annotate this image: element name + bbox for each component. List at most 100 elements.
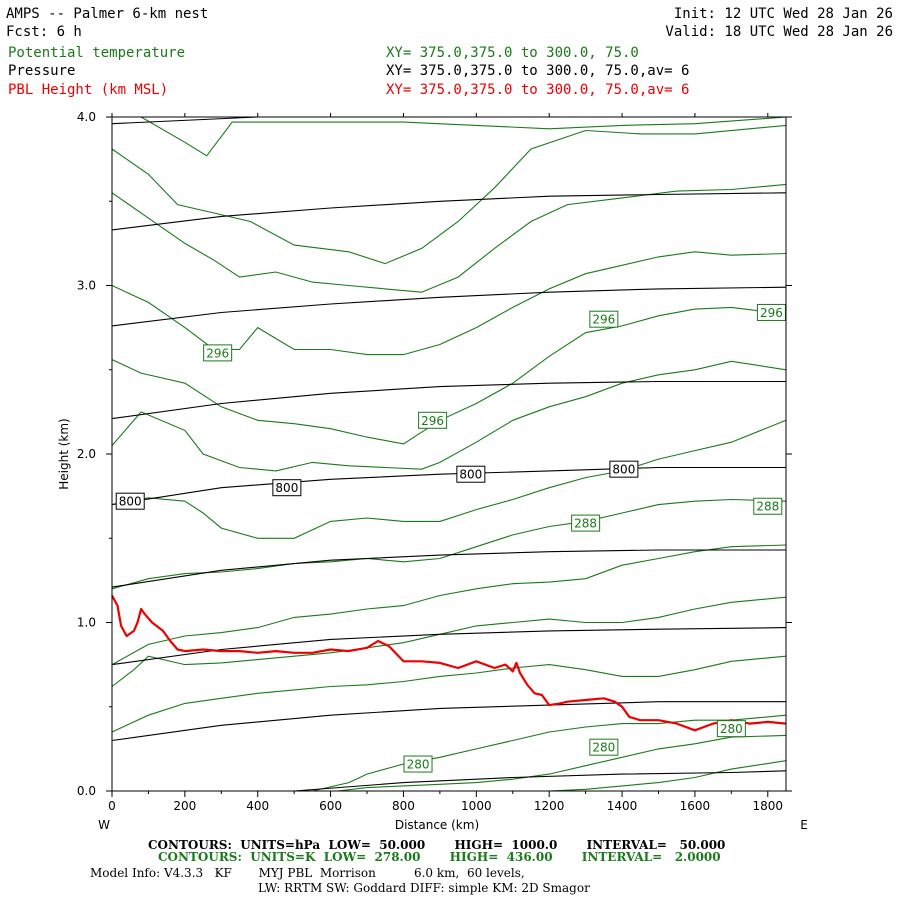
theta-contour-line bbox=[111, 655, 787, 733]
theta-contour-label: 280 bbox=[403, 755, 433, 773]
pbl-height-series bbox=[111, 594, 787, 732]
east-label: E bbox=[800, 818, 808, 832]
contour-label-text: 296 bbox=[760, 306, 783, 320]
theta-contour-line bbox=[111, 498, 787, 590]
y-tick-label: 0.0 bbox=[77, 784, 96, 798]
pressure-contour-line bbox=[111, 286, 787, 327]
theta-contour-label: 288 bbox=[753, 497, 783, 515]
contour-labels: 296 296 296 296 288 288 280 280 280 800 800 800 800 bbox=[115, 303, 786, 773]
y-axis-label: Height (km) bbox=[57, 418, 71, 489]
pbl-height-line bbox=[111, 594, 787, 732]
pressure-contour-line bbox=[111, 380, 786, 420]
legend-theta-name: Potential temperature bbox=[8, 45, 185, 61]
contour-label-box bbox=[418, 411, 448, 429]
x-tick-label: 0 bbox=[108, 799, 116, 813]
legend-pressure-xy: XY= 375.0,375.0 to 300.0, 75.0,av= 6 bbox=[386, 63, 689, 79]
x-tick-label: 1400 bbox=[607, 799, 638, 813]
contour-label-text: 288 bbox=[756, 500, 779, 514]
theta-contour-line bbox=[337, 734, 787, 792]
contour-label-box bbox=[716, 720, 746, 738]
pressure-contour-line bbox=[111, 549, 786, 588]
pressure-contour-line bbox=[111, 466, 786, 506]
theta-contour-label: 296 bbox=[418, 411, 448, 429]
contour-label-box bbox=[589, 310, 619, 328]
theta-contour-line bbox=[140, 116, 787, 157]
contour-label-text: 280 bbox=[407, 758, 430, 772]
theta-contour-label: 280 bbox=[716, 720, 746, 738]
x-tick-label: 200 bbox=[173, 799, 196, 813]
pressure-contour-line bbox=[111, 627, 787, 666]
legend-pbl-xy: XY= 375.0,375.0 to 300.0, 75.0,av= 6 bbox=[386, 82, 689, 98]
contour-label-box bbox=[203, 344, 233, 362]
chart-title: AMPS -- Palmer 6-km nest bbox=[6, 6, 208, 22]
contour-label-text: 288 bbox=[574, 517, 597, 531]
legend-pressure-name: Pressure bbox=[8, 63, 75, 79]
contour-label-text: 296 bbox=[421, 414, 444, 428]
theta-contour-line bbox=[111, 124, 787, 265]
axes: 0 200 400 600 800 1000 1200 1400 1600 1800 0.0 1.0 2… bbox=[77, 110, 792, 813]
pressure-contour-line bbox=[111, 701, 786, 742]
footer-model-info: Model Info: V4.3.3 KF MYJ PBL Morrison 6… bbox=[90, 866, 525, 880]
footer-physics-info: LW: RRTM SW: Goddard DIFF: simple KM: 2D… bbox=[258, 881, 590, 895]
x-tick-label: 1000 bbox=[461, 799, 492, 813]
valid-time: Valid: 18 UTC Wed 28 Jan 26 bbox=[665, 24, 893, 40]
theta-contour-label: 296 bbox=[756, 303, 786, 321]
y-tick-label: 2.0 bbox=[77, 447, 96, 461]
contour-label-text: 800 bbox=[119, 495, 142, 509]
legend-pbl-name: PBL Height (km MSL) bbox=[8, 82, 168, 98]
theta-contour-label: 280 bbox=[589, 738, 619, 756]
contour-label-text: 800 bbox=[612, 463, 635, 477]
contour-label-text: 280 bbox=[592, 741, 615, 755]
pressure-contour-label: 800 bbox=[609, 460, 639, 478]
theta-contour-line bbox=[111, 596, 787, 687]
theta-contour-line bbox=[549, 760, 787, 792]
x-tick-label: 800 bbox=[392, 799, 415, 813]
x-tick-label: 600 bbox=[319, 799, 342, 813]
legend-theta-xy: XY= 375.0,375.0 to 300.0, 75.0 bbox=[386, 45, 639, 61]
pressure-contour-label: 800 bbox=[456, 465, 486, 483]
contour-label-box bbox=[571, 514, 601, 532]
x-tick-label: 400 bbox=[246, 799, 269, 813]
contour-label-box bbox=[456, 465, 486, 483]
x-axis-label: Distance (km) bbox=[395, 818, 479, 832]
y-tick-label: 4.0 bbox=[77, 110, 96, 124]
theta-contour-label: 296 bbox=[203, 344, 233, 362]
plot-frame bbox=[111, 116, 787, 792]
theta-contour-line bbox=[111, 419, 787, 539]
theta-contour-line bbox=[111, 544, 787, 666]
contour-label-box bbox=[756, 303, 786, 321]
forecast-hour: Fcst: 6 h bbox=[6, 24, 82, 40]
y-tick-label: 1.0 bbox=[77, 616, 96, 630]
contour-label-text: 296 bbox=[206, 346, 229, 360]
x-tick-label: 1200 bbox=[534, 799, 565, 813]
x-tick-label: 1800 bbox=[753, 799, 784, 813]
contour-label-box bbox=[753, 497, 783, 515]
footer-theta-contours: CONTOURS: UNITS=K LOW= 278.00 HIGH= 436.… bbox=[158, 850, 721, 864]
pressure-contour-label: 800 bbox=[115, 492, 145, 510]
theta-contour-line bbox=[111, 251, 787, 356]
init-time: Init: 12 UTC Wed 28 Jan 26 bbox=[674, 6, 893, 22]
y-tick-label: 3.0 bbox=[77, 279, 96, 293]
contour-label-text: 800 bbox=[459, 468, 482, 482]
contour-label-text: 800 bbox=[275, 481, 298, 495]
theta-contour-label: 288 bbox=[571, 514, 601, 532]
contour-label-box bbox=[272, 479, 302, 497]
pressure-contour-line bbox=[294, 770, 787, 792]
contour-label-text: 296 bbox=[592, 313, 615, 327]
contour-label-text: 280 bbox=[720, 722, 743, 736]
theta-contour-line bbox=[111, 183, 787, 293]
x-tick-label: 1600 bbox=[680, 799, 711, 813]
theta-contour-line bbox=[111, 306, 787, 445]
theta-contour-line bbox=[111, 360, 787, 472]
contour-label-box bbox=[609, 460, 639, 478]
pressure-contours bbox=[111, 116, 787, 792]
west-label: W bbox=[98, 818, 110, 832]
pressure-contour-label: 800 bbox=[272, 479, 302, 497]
theta-contours bbox=[111, 116, 787, 792]
contour-label-box bbox=[589, 738, 619, 756]
theta-contour-label: 296 bbox=[589, 310, 619, 328]
theta-contour-line bbox=[312, 714, 787, 792]
contour-label-box bbox=[115, 492, 145, 510]
contour-label-box bbox=[403, 755, 433, 773]
